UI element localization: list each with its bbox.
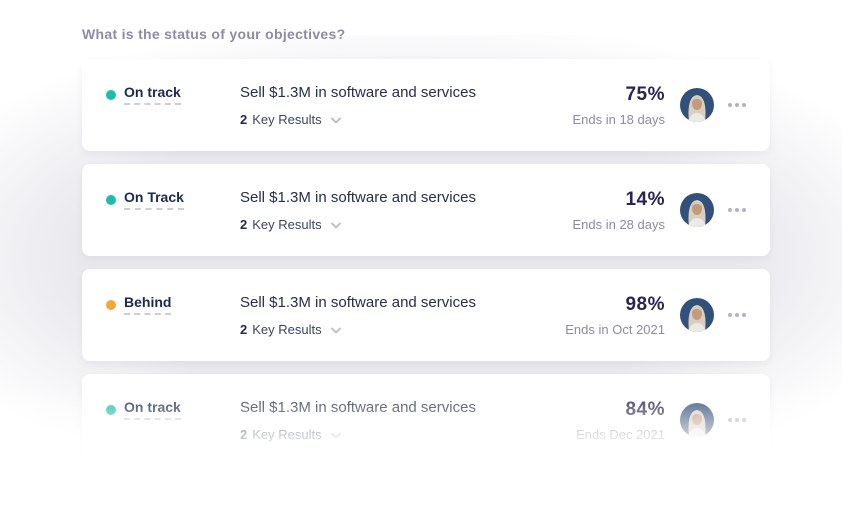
page-title: What is the status of your objectives? (82, 26, 346, 42)
key-results-count: 2 (240, 322, 248, 337)
objective-meta: 84% Ends Dec 2021 (576, 374, 746, 466)
more-menu-dot (728, 103, 732, 107)
chevron-down-icon (330, 432, 341, 439)
status-dot-icon (106, 194, 116, 205)
status-group: On track (106, 399, 240, 420)
more-menu-button[interactable] (728, 208, 746, 212)
status-label[interactable]: On track (124, 399, 181, 420)
objective-card: On track Sell $1.3M in software and serv… (82, 374, 770, 466)
owner-avatar[interactable] (680, 88, 714, 122)
more-menu-dot (735, 103, 739, 107)
objective-main: Sell $1.3M in software and services 2 Ke… (240, 59, 476, 151)
more-menu-button[interactable] (728, 313, 746, 317)
avatar-image (680, 193, 714, 227)
owner-avatar[interactable] (680, 403, 714, 437)
key-results-label: Key Results (252, 322, 322, 337)
due-date: Ends Dec 2021 (576, 426, 665, 442)
status-group: Behind (106, 294, 240, 315)
due-date: Ends in 28 days (572, 216, 665, 232)
key-results-label: Key Results (252, 427, 322, 442)
progress-stats: 84% Ends Dec 2021 (576, 399, 665, 442)
more-menu-dot (742, 208, 746, 212)
owner-avatar[interactable] (680, 193, 714, 227)
status-dot-icon (106, 89, 116, 100)
progress-stats: 98% Ends in Oct 2021 (565, 294, 665, 337)
status-dot-icon (106, 299, 116, 310)
objective-title[interactable]: Sell $1.3M in software and services (240, 294, 476, 311)
more-menu-button[interactable] (728, 103, 746, 107)
objective-card: On Track Sell $1.3M in software and serv… (82, 164, 770, 256)
objective-meta: 75% Ends in 18 days (572, 59, 746, 151)
key-results-label: Key Results (252, 112, 322, 127)
status-label[interactable]: Behind (124, 294, 172, 315)
avatar-image (680, 298, 714, 332)
more-menu-button[interactable] (728, 418, 746, 422)
key-results-label: Key Results (252, 217, 322, 232)
chevron-down-icon (330, 327, 341, 334)
more-menu-dot (728, 313, 732, 317)
objective-main: Sell $1.3M in software and services 2 Ke… (240, 269, 476, 361)
key-results-count: 2 (240, 217, 248, 232)
more-menu-dot (735, 418, 739, 422)
objective-main: Sell $1.3M in software and services 2 Ke… (240, 374, 476, 466)
more-menu-dot (742, 103, 746, 107)
more-menu-dot (742, 313, 746, 317)
more-menu-dot (742, 418, 746, 422)
more-menu-dot (735, 208, 739, 212)
more-menu-dot (728, 418, 732, 422)
objective-title[interactable]: Sell $1.3M in software and services (240, 399, 476, 416)
more-menu-dot (728, 208, 732, 212)
key-results-toggle[interactable]: 2 Key Results (240, 112, 476, 127)
objective-title[interactable]: Sell $1.3M in software and services (240, 189, 476, 206)
more-menu-dot (735, 313, 739, 317)
status-dot-icon (106, 404, 116, 415)
status-group: On Track (106, 189, 240, 210)
avatar-image (680, 403, 714, 437)
avatar-image (680, 88, 714, 122)
progress-stats: 14% Ends in 28 days (572, 189, 665, 232)
objective-card: Behind Sell $1.3M in software and servic… (82, 269, 770, 361)
objective-meta: 14% Ends in 28 days (572, 164, 746, 256)
due-date: Ends in 18 days (572, 111, 665, 127)
objective-card: On track Sell $1.3M in software and serv… (82, 59, 770, 151)
objectives-list: On track Sell $1.3M in software and serv… (82, 59, 770, 466)
progress-stats: 75% Ends in 18 days (572, 84, 665, 127)
progress-percent: 98% (625, 293, 665, 315)
progress-percent: 84% (625, 398, 665, 420)
status-label[interactable]: On Track (124, 189, 184, 210)
key-results-count: 2 (240, 112, 248, 127)
key-results-toggle[interactable]: 2 Key Results (240, 217, 476, 232)
key-results-toggle[interactable]: 2 Key Results (240, 427, 476, 442)
progress-percent: 14% (625, 188, 665, 210)
key-results-toggle[interactable]: 2 Key Results (240, 322, 476, 337)
objective-meta: 98% Ends in Oct 2021 (565, 269, 746, 361)
chevron-down-icon (330, 222, 341, 229)
key-results-count: 2 (240, 427, 248, 442)
chevron-down-icon (330, 117, 341, 124)
status-group: On track (106, 84, 240, 105)
progress-percent: 75% (625, 83, 665, 105)
due-date: Ends in Oct 2021 (565, 321, 665, 337)
status-label[interactable]: On track (124, 84, 181, 105)
objective-main: Sell $1.3M in software and services 2 Ke… (240, 164, 476, 256)
owner-avatar[interactable] (680, 298, 714, 332)
objective-title[interactable]: Sell $1.3M in software and services (240, 84, 476, 101)
